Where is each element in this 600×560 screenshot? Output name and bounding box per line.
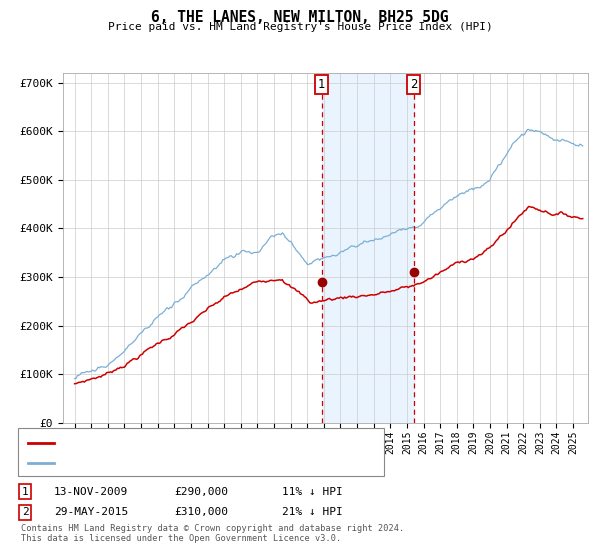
Text: 6, THE LANES, NEW MILTON, BH25 5DG: 6, THE LANES, NEW MILTON, BH25 5DG xyxy=(151,10,449,25)
Bar xyxy=(322,73,414,423)
Text: 11% ↓ HPI: 11% ↓ HPI xyxy=(282,487,343,497)
Text: 2: 2 xyxy=(22,507,29,517)
Text: 1: 1 xyxy=(22,487,29,497)
Text: 29-MAY-2015: 29-MAY-2015 xyxy=(54,507,128,517)
Text: £290,000: £290,000 xyxy=(174,487,228,497)
Text: Price paid vs. HM Land Registry's House Price Index (HPI): Price paid vs. HM Land Registry's House … xyxy=(107,22,493,32)
Text: HPI: Average price, detached house, New Forest: HPI: Average price, detached house, New … xyxy=(60,458,336,468)
Text: Contains HM Land Registry data © Crown copyright and database right 2024.: Contains HM Land Registry data © Crown c… xyxy=(21,524,404,533)
Text: 21% ↓ HPI: 21% ↓ HPI xyxy=(282,507,343,517)
Text: This data is licensed under the Open Government Licence v3.0.: This data is licensed under the Open Gov… xyxy=(21,534,341,543)
Text: £310,000: £310,000 xyxy=(174,507,228,517)
Text: 1: 1 xyxy=(318,78,325,91)
Text: 2: 2 xyxy=(410,78,418,91)
Text: 13-NOV-2009: 13-NOV-2009 xyxy=(54,487,128,497)
Text: 6, THE LANES, NEW MILTON, BH25 5DG (detached house): 6, THE LANES, NEW MILTON, BH25 5DG (deta… xyxy=(60,438,366,448)
